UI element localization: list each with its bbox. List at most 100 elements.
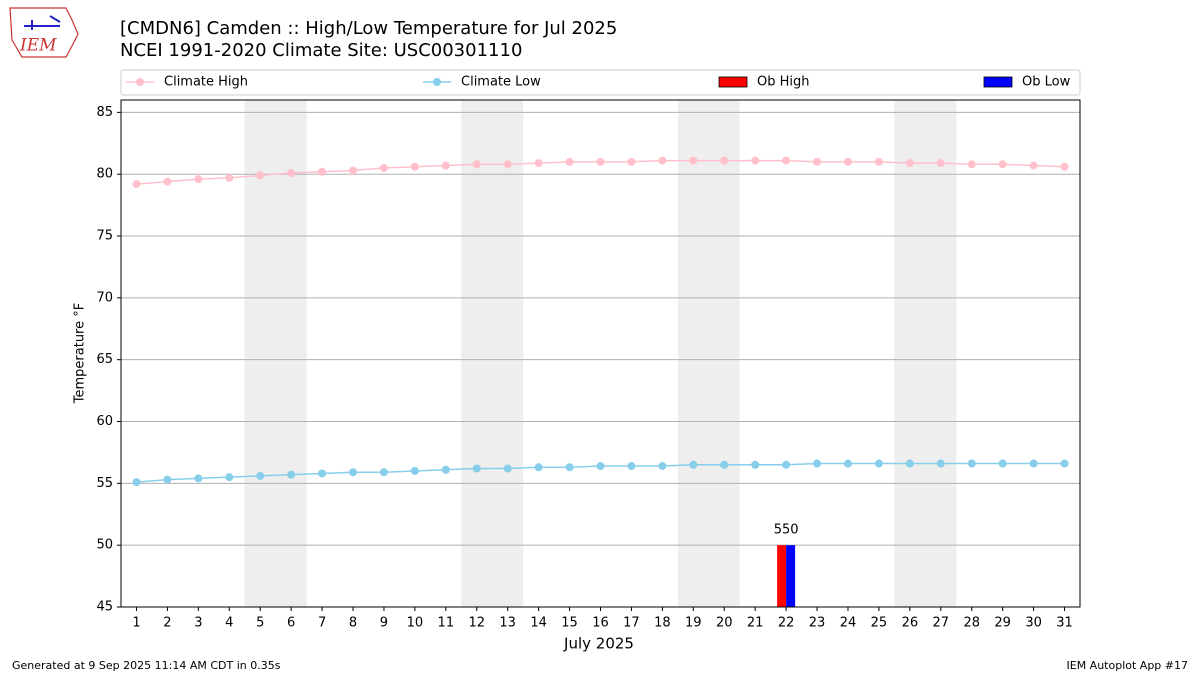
point (658, 462, 667, 471)
x-tick-label: 2 (163, 616, 171, 631)
x-tick-label: 18 (654, 616, 671, 631)
point (905, 159, 914, 168)
point (998, 459, 1007, 468)
point (627, 157, 636, 166)
footer-left: Generated at 9 Sep 2025 11:14 AM CDT in … (12, 659, 281, 672)
point (472, 464, 481, 473)
point (905, 459, 914, 468)
legend-label: Ob High (757, 75, 810, 90)
point (472, 160, 481, 169)
x-tick-label: 3 (194, 616, 202, 631)
point (1029, 459, 1038, 468)
point (565, 157, 574, 166)
logo-text: IEM (19, 36, 57, 56)
weekend-shade (461, 100, 524, 607)
point (813, 157, 822, 166)
point (782, 156, 791, 165)
x-tick-label: 10 (407, 616, 424, 631)
point (410, 162, 419, 171)
point (1060, 162, 1069, 171)
point (658, 156, 667, 165)
point (1029, 161, 1038, 170)
point (936, 459, 945, 468)
y-tick-label: 85 (96, 105, 113, 120)
x-tick-label: 12 (468, 616, 485, 631)
x-tick-label: 29 (994, 616, 1011, 631)
point (256, 471, 265, 480)
bar (786, 545, 796, 607)
point (874, 459, 883, 468)
point (318, 469, 327, 478)
x-tick-label: 8 (349, 616, 357, 631)
weekend-shade (244, 100, 307, 607)
y-tick-label: 45 (96, 600, 113, 615)
point (132, 478, 141, 487)
point (534, 159, 543, 168)
point (782, 460, 791, 469)
point (813, 459, 822, 468)
point (627, 462, 636, 471)
x-tick-label: 20 (716, 616, 733, 631)
point (936, 159, 945, 168)
x-tick-label: 15 (561, 616, 578, 631)
y-tick-label: 60 (96, 414, 113, 429)
point (441, 465, 450, 474)
x-axis-label: July 2025 (563, 635, 634, 653)
legend (120, 69, 1081, 96)
point (132, 180, 141, 189)
x-tick-label: 17 (623, 616, 640, 631)
x-tick-label: 19 (685, 616, 702, 631)
y-tick-label: 65 (96, 352, 113, 367)
legend-swatch (983, 76, 1013, 88)
point (689, 156, 698, 165)
point (967, 459, 976, 468)
x-tick-label: 7 (318, 616, 326, 631)
x-tick-label: 21 (747, 616, 764, 631)
legend-marker (433, 78, 441, 86)
x-tick-label: 31 (1056, 616, 1073, 631)
point (1060, 459, 1069, 468)
y-tick-label: 75 (96, 229, 113, 244)
point (318, 167, 327, 176)
bar (777, 545, 787, 607)
point (163, 475, 172, 484)
x-tick-label: 9 (380, 616, 388, 631)
x-tick-label: 22 (778, 616, 795, 631)
legend-label: Climate Low (461, 75, 541, 90)
x-tick-label: 16 (592, 616, 609, 631)
footer-right: IEM Autoplot App #17 (1067, 659, 1189, 672)
y-tick-label: 55 (96, 476, 113, 491)
point (410, 466, 419, 475)
x-tick-label: 26 (902, 616, 919, 631)
point (751, 460, 760, 469)
x-tick-label: 5 (256, 616, 264, 631)
x-tick-label: 25 (871, 616, 888, 631)
point (225, 473, 234, 482)
plot-frame (120, 99, 1081, 608)
y-tick-label: 70 (96, 290, 113, 305)
chart-title: [CMDN6] Camden :: High/Low Temperature f… (120, 18, 617, 39)
x-tick-label: 6 (287, 616, 295, 631)
point (874, 157, 883, 166)
point (503, 160, 512, 169)
chart-subtitle: NCEI 1991-2020 Climate Site: USC00301110 (120, 40, 522, 61)
logo-outline (9, 7, 79, 58)
point (349, 166, 358, 175)
point (534, 463, 543, 472)
x-tick-label: 13 (499, 616, 516, 631)
point (998, 160, 1007, 169)
legend-swatch (718, 76, 748, 88)
x-tick-label: 11 (438, 616, 455, 631)
legend-marker (136, 78, 144, 86)
point (256, 171, 265, 180)
point (720, 460, 729, 469)
y-tick-label: 50 (96, 538, 113, 553)
point (194, 175, 203, 184)
x-tick-label: 4 (225, 616, 233, 631)
point (287, 470, 296, 479)
x-tick-label: 1 (132, 616, 140, 631)
x-tick-label: 24 (840, 616, 857, 631)
x-tick-label: 27 (933, 616, 950, 631)
y-tick-label: 80 (96, 167, 113, 182)
